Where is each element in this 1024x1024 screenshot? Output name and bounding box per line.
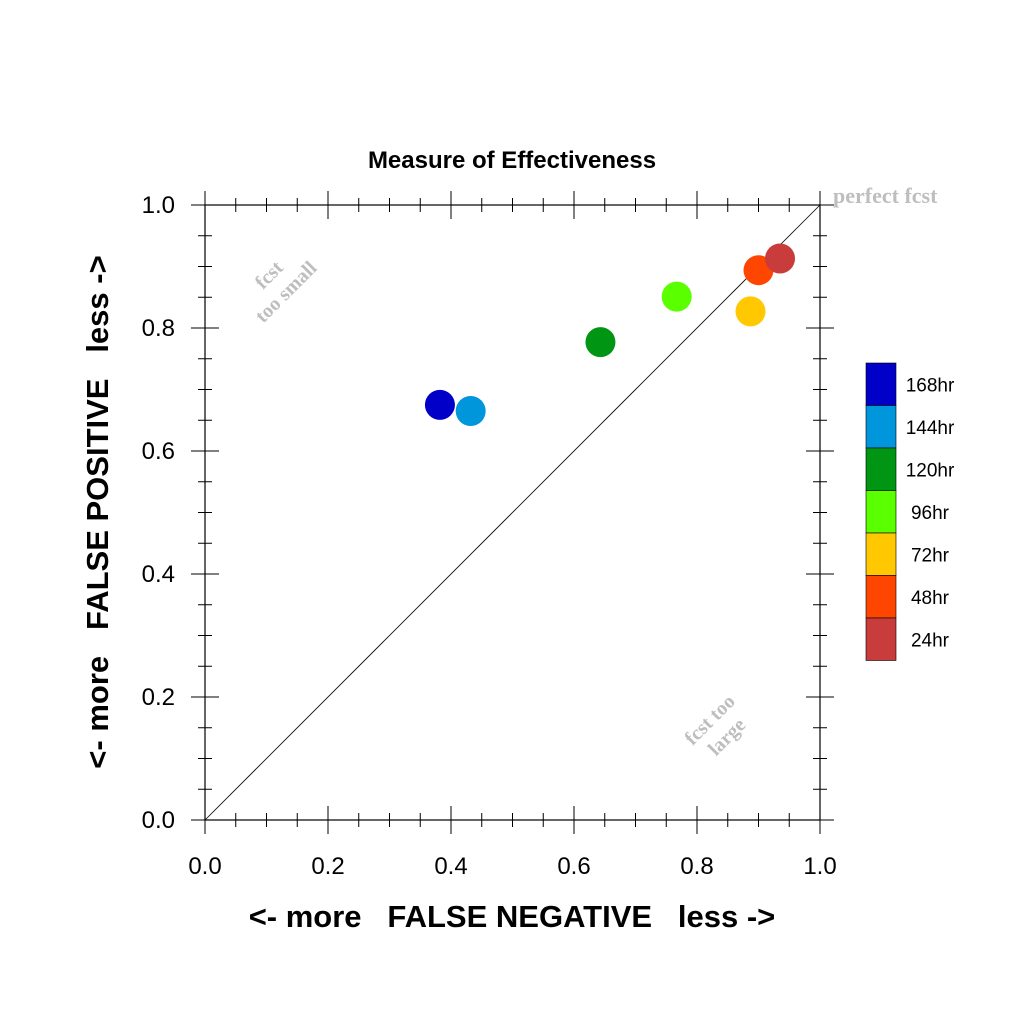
y-axis-label: <- more FALSE POSITIVE less -> — [80, 255, 115, 768]
legend-label-144hr: 144hr — [906, 418, 955, 439]
y-tick-label: 1.0 — [142, 192, 175, 219]
legend-swatch-144hr — [865, 405, 897, 449]
y-tick-label: 0.4 — [142, 561, 175, 588]
annotation-perfect-fcst: perfect fcst — [833, 183, 938, 208]
chart-title: Measure of Effectiveness — [368, 147, 656, 174]
legend: 168hr 144hr 120hr 96hr 72hr 48hr 24hr — [865, 362, 955, 661]
y-tick-label: 0.8 — [142, 315, 175, 342]
legend-label-72hr: 72hr — [911, 545, 950, 566]
perfect-forecast-diagonal — [204, 204, 821, 821]
point-120hr — [585, 327, 616, 358]
x-tick-label: 1.0 — [803, 853, 836, 880]
point-168hr — [424, 389, 455, 420]
annotations: perfect fcst fcst too small fcst too lar… — [251, 183, 938, 761]
legend-label-24hr: 24hr — [911, 630, 950, 651]
y-tick-label: 0.6 — [142, 438, 175, 465]
legend-label-96hr: 96hr — [911, 503, 950, 524]
legend-swatch-24hr — [865, 617, 897, 661]
x-tick-label: 0.2 — [311, 853, 344, 880]
x-tick-label: 0.8 — [680, 853, 713, 880]
legend-swatch-96hr — [865, 490, 897, 534]
legend-label-168hr: 168hr — [906, 375, 955, 396]
axis-ticks — [191, 191, 834, 834]
annotation-too-small: fcst too small — [251, 257, 322, 328]
legend-swatch-168hr — [865, 362, 897, 406]
legend-swatch-48hr — [865, 575, 897, 619]
legend-swatch-120hr — [865, 447, 897, 491]
y-tick-labels: 0.0 0.2 0.4 0.6 0.8 1.0 — [142, 192, 175, 834]
legend-label-48hr: 48hr — [911, 588, 950, 609]
x-tick-labels: 0.0 0.2 0.4 0.6 0.8 1.0 — [188, 853, 836, 880]
x-axis-label: <- more FALSE NEGATIVE less -> — [249, 899, 776, 934]
annotation-too-large: fcst too large — [681, 691, 751, 761]
data-points — [424, 243, 796, 427]
point-96hr — [661, 281, 692, 312]
legend-swatch-72hr — [865, 532, 897, 576]
x-tick-label: 0.6 — [557, 853, 590, 880]
point-72hr — [735, 296, 766, 327]
x-tick-label: 0.0 — [188, 853, 221, 880]
x-tick-label: 0.4 — [434, 853, 467, 880]
legend-label-120hr: 120hr — [906, 460, 955, 481]
y-tick-label: 0.0 — [142, 807, 175, 834]
point-24hr — [765, 243, 796, 274]
y-tick-label: 0.2 — [142, 684, 175, 711]
point-144hr — [455, 396, 486, 427]
